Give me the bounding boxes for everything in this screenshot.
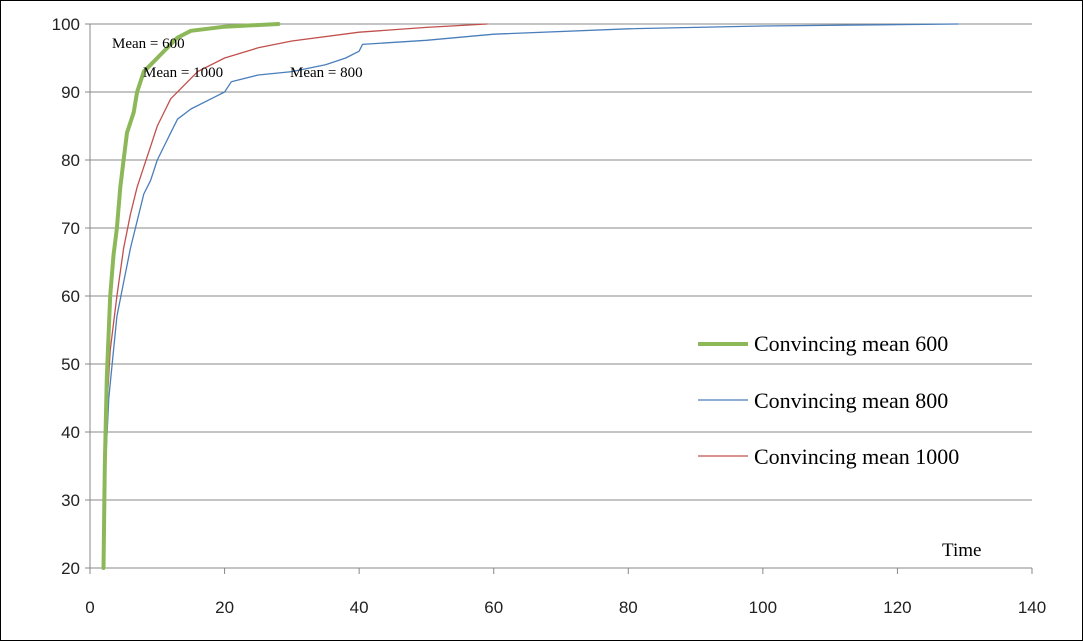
series-line-convincing-mean-600 xyxy=(101,22,281,570)
legend-label-1000: Convincing mean 1000 xyxy=(754,444,959,469)
x-tick-label-100: 100 xyxy=(749,598,777,617)
y-tick-label-90: 90 xyxy=(61,83,80,102)
annotation-mean-600: Mean = 600 xyxy=(112,36,185,52)
annotation-mean-800: Mean = 800 xyxy=(290,65,363,81)
legend-label-800: Convincing mean 800 xyxy=(754,388,948,413)
series-lines xyxy=(101,22,959,570)
x-tick-label-80: 80 xyxy=(619,598,638,617)
series-line-convincing-mean-800 xyxy=(102,23,959,569)
x-tick-label-140: 140 xyxy=(1018,598,1046,617)
y-tick-label-40: 40 xyxy=(61,423,80,442)
y-tick-label-70: 70 xyxy=(61,219,80,238)
y-tick-label-50: 50 xyxy=(61,355,80,374)
x-tick-label-60: 60 xyxy=(484,598,503,617)
y-tick-label-80: 80 xyxy=(61,151,80,170)
legend-label-600: Convincing mean 600 xyxy=(754,331,948,356)
y-tick-label-60: 60 xyxy=(61,287,80,306)
axes xyxy=(85,23,1033,574)
y-tick-label-100: 100 xyxy=(52,15,80,34)
x-tick-label-20: 20 xyxy=(215,598,234,617)
series-line-convincing-mean-1000 xyxy=(102,23,488,569)
y-tick-label-30: 30 xyxy=(61,491,80,510)
y-tick-label-20: 20 xyxy=(61,559,80,578)
x-tick-label-0: 0 xyxy=(85,598,94,617)
legend: Convincing mean 600 Convincing mean 800 … xyxy=(698,331,959,469)
x-tick-label-40: 40 xyxy=(350,598,369,617)
tick-labels: 20 30 40 50 60 70 80 90 100 0 20 40 60 80 100 120 140 xyxy=(52,15,1047,617)
x-axis-label: Time xyxy=(942,540,981,561)
x-tick-label-120: 120 xyxy=(883,598,911,617)
annotation-mean-1000: Mean = 1000 xyxy=(143,65,223,81)
gridlines xyxy=(90,23,1032,569)
